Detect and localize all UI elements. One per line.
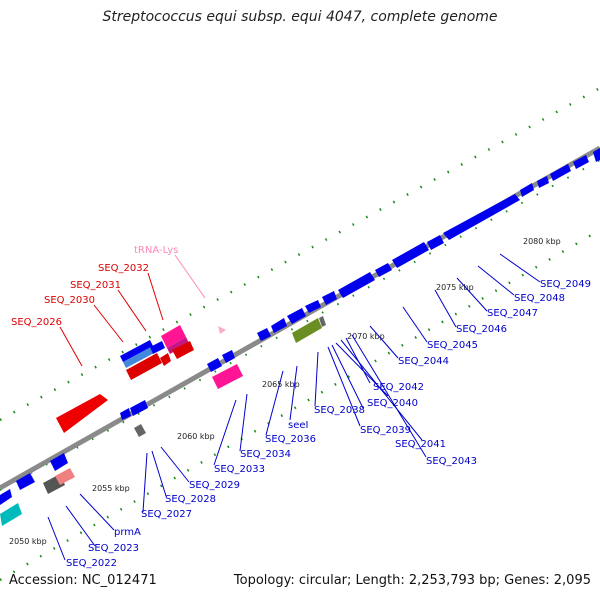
gene-arrow[interactable] xyxy=(150,341,165,354)
gene-arrow[interactable] xyxy=(520,183,534,197)
gene-arrow[interactable] xyxy=(161,325,186,348)
label-seq-2046[interactable]: SEQ_2046 xyxy=(456,324,507,335)
gene-arrow[interactable] xyxy=(120,340,153,362)
label-seq-2036[interactable]: SEQ_2036 xyxy=(265,434,316,445)
gene-arrow[interactable] xyxy=(126,353,162,380)
gene-arrow[interactable] xyxy=(392,242,429,268)
gene-arrow[interactable] xyxy=(271,318,287,333)
genome-summary: Topology: circular; Length: 2,253,793 bp… xyxy=(233,573,591,588)
gene-arrow[interactable] xyxy=(593,148,600,162)
label-seq-2031[interactable]: SEQ_2031 xyxy=(70,280,121,291)
label-seq-2034[interactable]: SEQ_2034 xyxy=(240,449,291,460)
gene-arrow[interactable] xyxy=(322,291,337,305)
label-seq-2044[interactable]: SEQ_2044 xyxy=(398,356,449,367)
gene-arrow[interactable] xyxy=(427,235,444,250)
label-seq-2030[interactable]: SEQ_2030 xyxy=(44,295,95,306)
label-seq-2042[interactable]: SEQ_2042 xyxy=(373,382,424,393)
gene-arrow[interactable] xyxy=(123,346,156,368)
selected-gene-seq-2026[interactable] xyxy=(56,394,108,433)
forward-strand-genes[interactable] xyxy=(0,148,600,526)
gene-arrow[interactable] xyxy=(16,473,35,490)
label-seq-2038[interactable]: SEQ_2038 xyxy=(314,405,365,416)
outer-guide-ring xyxy=(0,86,600,422)
reverse-strand-genes[interactable] xyxy=(43,316,326,494)
trna-lys-marker[interactable] xyxy=(218,326,226,334)
tick-label: 2065 kbp xyxy=(262,380,300,389)
gene-arrow[interactable] xyxy=(55,468,75,485)
label-seq-2022[interactable]: SEQ_2022 xyxy=(66,558,117,569)
gene-arrow[interactable] xyxy=(160,353,171,366)
label-seq-2045[interactable]: SEQ_2045 xyxy=(427,340,478,351)
gene-arrow[interactable] xyxy=(287,308,306,324)
tick-label: 2055 kbp xyxy=(92,484,130,493)
gene-arrow[interactable] xyxy=(573,155,589,169)
label-seq-2048[interactable]: SEQ_2048 xyxy=(514,293,565,304)
tick-label: 2070 kbp xyxy=(347,332,385,341)
gene-arrow[interactable] xyxy=(50,453,68,471)
label-seq-2029[interactable]: SEQ_2029 xyxy=(189,480,240,491)
gene-arrow[interactable] xyxy=(0,503,22,526)
gene-arrow[interactable] xyxy=(120,408,131,420)
tick-label: 2080 kbp xyxy=(523,237,561,246)
gene-arrow[interactable] xyxy=(443,194,520,240)
gene-labels[interactable]: tRNA-Lys SEQ_2032 SEQ_2031 SEQ_2030 SEQ_… xyxy=(11,245,591,569)
accession-label: Accession: NC_012471 xyxy=(9,573,157,588)
tick-label: 2060 kbp xyxy=(177,432,215,441)
gene-arrow[interactable] xyxy=(212,364,243,389)
gene-arrow[interactable] xyxy=(222,350,235,363)
label-seq-2027[interactable]: SEQ_2027 xyxy=(141,509,192,520)
label-seq-2040[interactable]: SEQ_2040 xyxy=(367,398,418,409)
label-trna-lys[interactable]: tRNA-Lys xyxy=(134,245,178,256)
gene-arrow[interactable] xyxy=(537,176,549,188)
gene-arrow[interactable] xyxy=(550,164,571,181)
gene-arrow[interactable] xyxy=(338,272,375,298)
label-seq-2043[interactable]: SEQ_2043 xyxy=(426,456,477,467)
gene-arrow[interactable] xyxy=(207,358,222,372)
gene-arrow[interactable] xyxy=(130,400,148,416)
label-prma[interactable]: prmA xyxy=(114,527,141,538)
gene-arrow[interactable] xyxy=(257,328,271,341)
label-seq-2028[interactable]: SEQ_2028 xyxy=(165,494,216,505)
gene-arrow[interactable] xyxy=(375,263,392,277)
gene-arrow[interactable] xyxy=(0,489,12,505)
label-seq-2033[interactable]: SEQ_2033 xyxy=(214,464,265,475)
tick-label: 2075 kbp xyxy=(436,283,474,292)
gene-arrow[interactable] xyxy=(172,341,194,359)
scale-ticks: 2050 kbp 2055 kbp 2060 kbp 2065 kbp 2070… xyxy=(9,237,561,546)
label-seq-2039[interactable]: SEQ_2039 xyxy=(360,425,411,436)
genome-title: Streptococcus equi subsp. equi 4047, com… xyxy=(102,9,498,25)
label-seq-2023[interactable]: SEQ_2023 xyxy=(88,543,139,554)
label-seq-2047[interactable]: SEQ_2047 xyxy=(487,308,538,319)
pseudo-gene[interactable] xyxy=(319,316,326,327)
label-seq-2041[interactable]: SEQ_2041 xyxy=(395,439,446,450)
label-seei[interactable]: seeI xyxy=(288,420,308,431)
pseudo-gene[interactable] xyxy=(134,424,146,437)
label-seq-2032[interactable]: SEQ_2032 xyxy=(98,263,149,274)
label-seq-2026[interactable]: SEQ_2026 xyxy=(11,317,62,328)
label-seq-2049[interactable]: SEQ_2049 xyxy=(540,279,591,290)
tick-label: 2050 kbp xyxy=(9,537,47,546)
gene-arrow[interactable] xyxy=(305,300,321,313)
gene-arrow-seei[interactable] xyxy=(292,318,322,343)
label-leader-lines xyxy=(47,253,541,561)
